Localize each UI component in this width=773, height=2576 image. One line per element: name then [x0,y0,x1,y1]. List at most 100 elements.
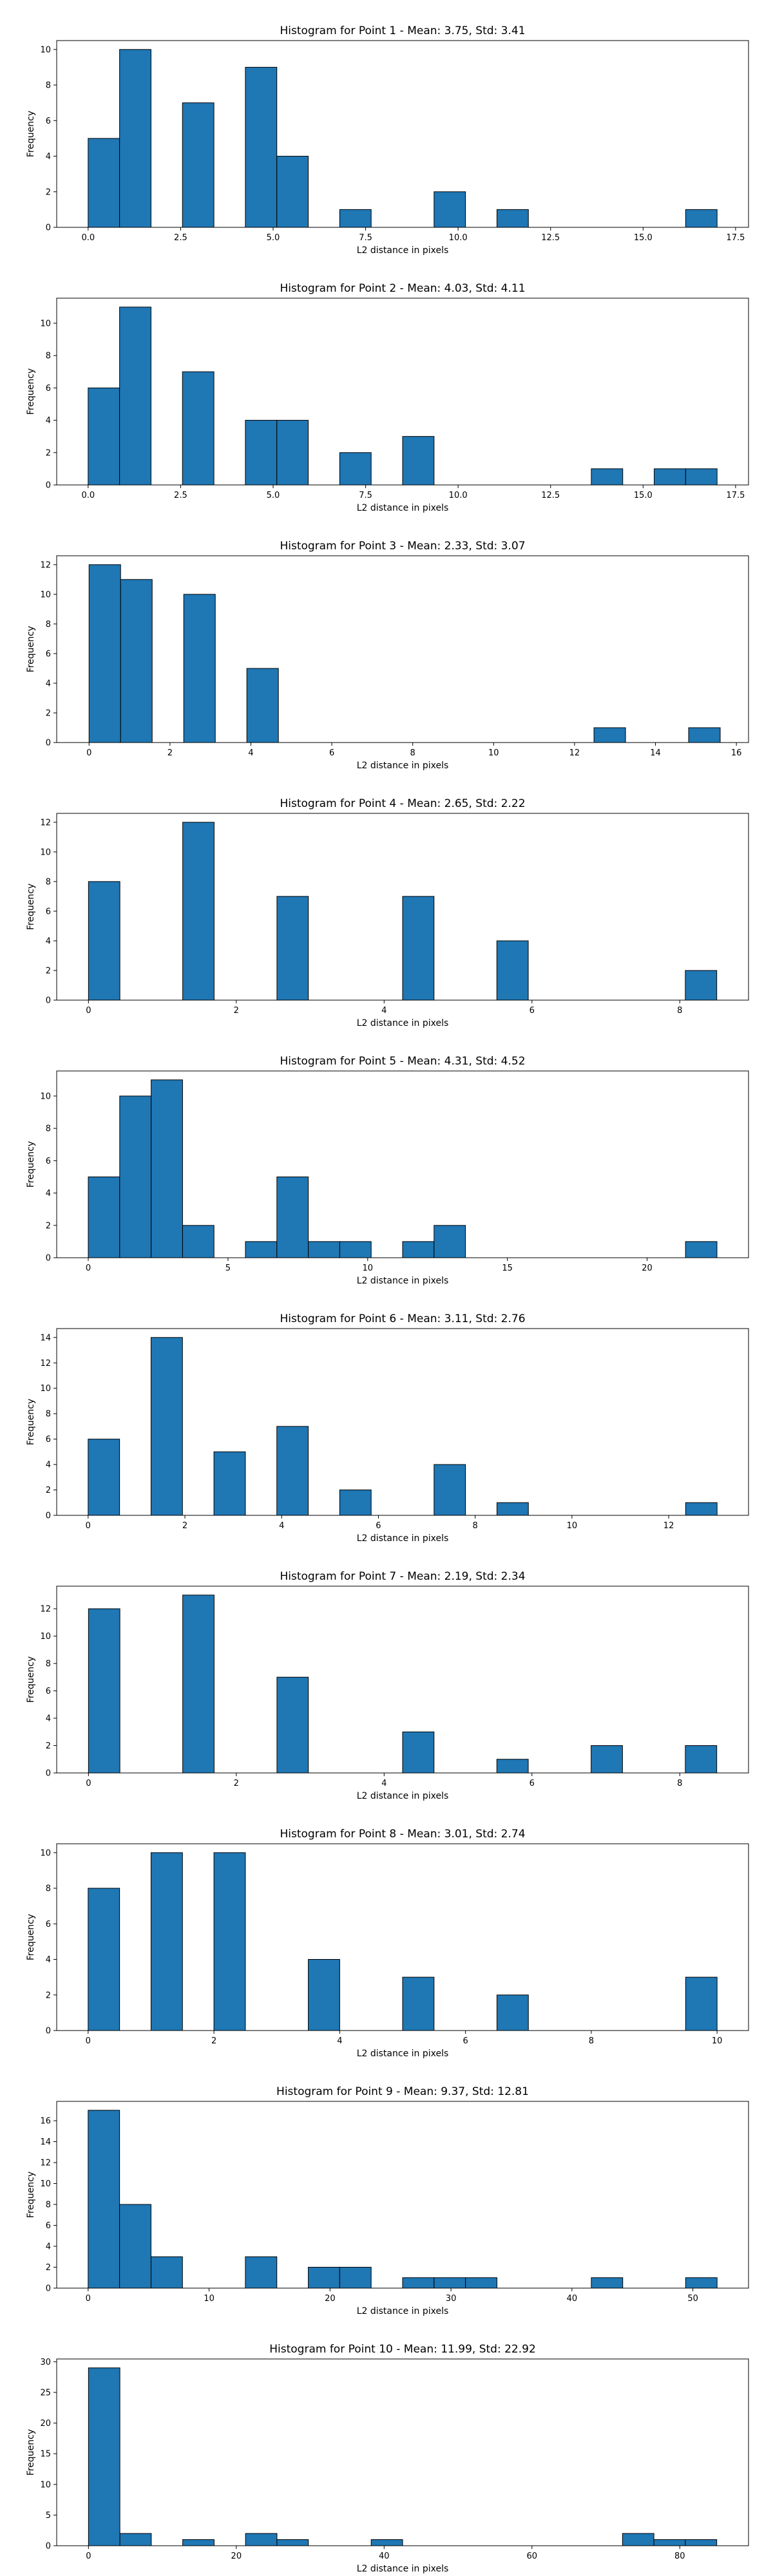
histogram-panel-7: Histogram for Point 7 - Mean: 2.19, Std:… [26,1570,749,1801]
y-tick-label: 0 [46,1769,51,1779]
histogram-bar [685,468,718,486]
x-tick-label: 0 [86,2552,91,2561]
chart-title: Histogram for Point 6 - Mean: 3.11, Std:… [280,1312,525,1325]
histogram-panel-5: Histogram for Point 5 - Mean: 4.31, Std:… [26,1055,749,1286]
y-tick-label: 10 [40,1384,51,1394]
histogram-bar [593,727,626,743]
plot-frame [56,40,749,228]
plot-frame [56,1328,749,1516]
x-tick-label: 6 [329,748,334,758]
y-axis-label: Frequency [26,1399,36,1445]
histogram-bar [402,2277,435,2289]
y-tick-label: 12 [40,1359,51,1368]
histogram-bar [245,420,278,486]
histogram-panel-8: Histogram for Point 8 - Mean: 3.01, Std:… [26,1828,749,2059]
histogram-bar [370,2539,403,2546]
x-tick-label: 10 [488,748,499,758]
y-tick-label: 10 [40,848,51,857]
histogram-panel-1: Histogram for Point 1 - Mean: 3.75, Std:… [26,24,749,256]
x-tick-label: 14 [650,748,661,758]
x-tick-label: 0 [86,748,91,758]
x-tick-label: 6 [463,2036,468,2046]
histogram-bar [119,49,151,228]
x-tick-label: 17.5 [726,233,745,243]
histogram-bar [496,1759,529,1774]
y-tick-label: 8 [46,1124,51,1134]
y-tick-label: 25 [40,2388,51,2398]
x-tick-label: 4 [381,1779,386,1788]
x-tick-label: 4 [381,1006,386,1016]
histogram-bar [151,1079,183,1258]
x-tick-label: 80 [674,2552,685,2561]
y-tick-label: 12 [40,818,51,828]
histogram-bar [591,1745,623,1774]
histogram-bar [685,1745,718,1774]
x-axis-label: L2 distance in pixels [357,503,449,513]
y-tick-label: 4 [46,1189,51,1198]
histogram-bar [213,1852,246,2031]
x-tick-label: 4 [248,748,253,758]
histogram-bar [496,1994,529,2031]
histogram-bar [276,1426,309,1516]
x-tick-label: 0 [86,1264,91,1273]
y-tick-label: 2 [46,1221,51,1231]
histogram-bar [402,436,435,486]
x-tick-label: 40 [379,2552,390,2561]
histogram-bar [339,452,372,486]
y-tick-label: 2 [46,448,51,458]
y-tick-label: 4 [46,152,51,162]
y-tick-label: 20 [40,2419,51,2429]
chart-title: Histogram for Point 7 - Mean: 2.19, Std:… [280,1570,525,1583]
histogram-bar [308,1241,340,1258]
histogram-bar [245,2256,278,2289]
x-axis-label: L2 distance in pixels [357,761,449,771]
x-tick-label: 10 [712,2036,723,2046]
y-axis-label: Frequency [26,626,36,672]
x-tick-label: 0 [86,2294,91,2304]
histogram-bar [402,1241,435,1258]
x-tick-label: 20 [231,2552,242,2561]
histogram-bar [182,1225,215,1258]
y-tick-label: 0 [46,1254,51,1264]
x-tick-label: 0.0 [81,233,95,243]
plot-frame [56,1070,749,1258]
plot-frame [56,555,749,743]
y-tick-label: 30 [40,2358,51,2367]
histogram-bar [119,2533,152,2546]
histogram-bar [88,1176,120,1258]
y-tick-label: 10 [40,2179,51,2189]
y-tick-label: 14 [40,2137,51,2147]
histogram-panel-3: Histogram for Point 3 - Mean: 2.33, Std:… [26,540,749,771]
x-tick-label: 0.0 [81,491,95,500]
x-tick-label: 0 [86,1521,91,1531]
chart-title: Histogram for Point 10 - Mean: 11.99, St… [269,2343,536,2356]
x-tick-label: 20 [325,2294,336,2304]
histogram-bar [496,209,529,228]
x-tick-label: 8 [677,1006,682,1016]
x-axis-label: L2 distance in pixels [357,245,449,256]
histogram-bar [88,2110,120,2289]
histogram-bar [685,1502,718,1516]
x-tick-label: 12 [663,1521,674,1531]
x-tick-label: 15.0 [634,491,653,500]
histogram-bar [182,1595,215,1774]
x-tick-label: 10.0 [449,233,468,243]
histogram-bar [182,2539,215,2546]
x-tick-label: 40 [567,2294,578,2304]
y-tick-label: 4 [46,2242,51,2252]
x-tick-label: 60 [527,2552,538,2561]
x-axis-label: L2 distance in pixels [357,1018,449,1028]
x-tick-label: 5.0 [267,233,280,243]
plot-frame [56,2358,749,2546]
y-tick-label: 8 [46,620,51,629]
y-tick-label: 5 [46,2511,51,2521]
histogram-bar [119,307,151,486]
x-axis-label: L2 distance in pixels [357,2049,449,2059]
y-axis-label: Frequency [26,1141,36,1188]
y-tick-label: 2 [46,187,51,197]
histogram-panel-2: Histogram for Point 2 - Mean: 4.03, Std:… [26,282,749,513]
x-tick-label: 17.5 [726,491,745,500]
x-tick-label: 12.5 [541,491,560,500]
histogram-bar [150,1337,183,1516]
y-tick-label: 2 [46,966,51,976]
